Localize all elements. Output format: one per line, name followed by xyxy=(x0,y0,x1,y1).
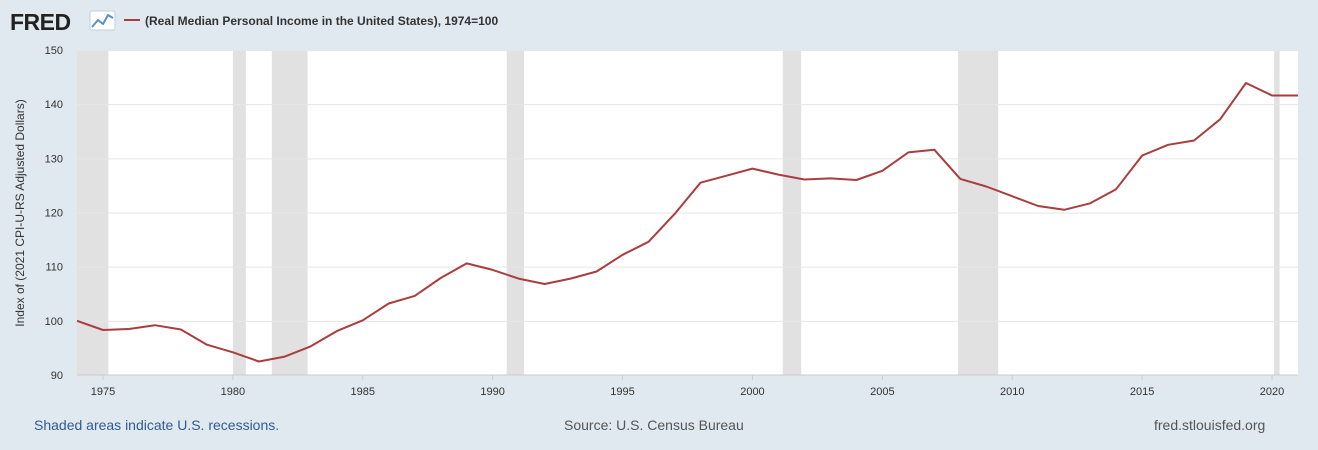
y-tick-label: 150 xyxy=(45,45,63,57)
x-axis: 1975 1980 1985 1990 1995 2000 2005 2010 2015 2020 xyxy=(91,375,1284,398)
y-tick-label: 140 xyxy=(45,99,63,111)
x-tick-label: 1985 xyxy=(351,386,375,398)
x-tick-label: 1975 xyxy=(91,386,115,398)
x-tick-label: 1995 xyxy=(610,386,634,398)
y-tick-label: 110 xyxy=(45,262,63,274)
line-chart-icon xyxy=(89,10,116,31)
x-tick-label: 1990 xyxy=(480,386,504,398)
x-tick-label: 2015 xyxy=(1130,386,1154,398)
y-axis-label: Index of (2021 CPI-U-RS Adjusted Dollars… xyxy=(13,99,27,326)
y-axis: 90 100 110 120 130 140 150 xyxy=(45,45,63,382)
x-tick-label: 2020 xyxy=(1260,386,1284,398)
recessions-note[interactable]: Shaded areas indicate U.S. recessions. xyxy=(34,417,280,433)
y-tick-label: 130 xyxy=(45,153,63,165)
y-tick-label: 120 xyxy=(45,208,63,220)
gridlines xyxy=(77,50,1298,322)
legend-label[interactable]: (Real Median Personal Income in the Unit… xyxy=(145,14,498,28)
x-tick-label: 1980 xyxy=(221,386,245,398)
y-tick-label: 100 xyxy=(45,316,63,328)
series-layer xyxy=(76,82,1298,363)
header: FRED (Real Median Personal Income in the… xyxy=(10,9,498,35)
fred-logo-text[interactable]: FRED xyxy=(10,9,71,35)
x-tick-label: 2005 xyxy=(870,386,894,398)
source-note: Source: U.S. Census Bureau xyxy=(564,417,744,433)
x-tick-label: 2000 xyxy=(740,386,764,398)
site-url[interactable]: fred.stlouisfed.org xyxy=(1154,417,1266,433)
x-tick-label: 2010 xyxy=(1000,386,1024,398)
y-tick-label: 90 xyxy=(51,370,63,382)
series-line xyxy=(76,82,1298,363)
